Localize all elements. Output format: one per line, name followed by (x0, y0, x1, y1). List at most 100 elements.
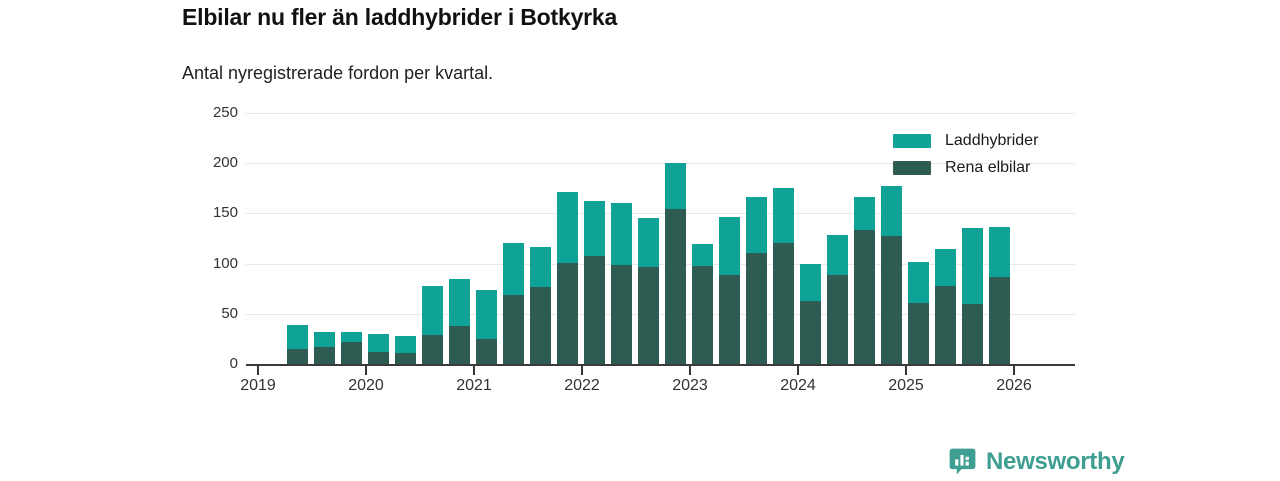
chart-bar[interactable] (854, 197, 875, 364)
chart-bar[interactable] (638, 218, 659, 364)
chart-bar[interactable] (449, 278, 470, 364)
bar-segment-rena-elbilar (719, 274, 740, 364)
legend-item-rena-elbilar[interactable]: Rena elbilar (893, 154, 1038, 181)
chart-bar[interactable] (692, 243, 713, 364)
chart-legend: Laddhybrider Rena elbilar (893, 127, 1038, 181)
x-axis-tick-mark (1013, 366, 1015, 375)
bar-segment-rena-elbilar (557, 262, 578, 364)
chart-bar[interactable] (314, 331, 335, 364)
bar-segment-rena-elbilar (503, 294, 524, 364)
chart-bar[interactable] (719, 217, 740, 364)
chart-bar[interactable] (908, 261, 929, 364)
x-axis-tick-label: 2026 (996, 377, 1032, 394)
bar-segment-rena-elbilar (800, 300, 821, 364)
bar-segment-laddhybrider (854, 197, 875, 231)
chart-bar[interactable] (962, 228, 983, 364)
x-axis-tick-label: 2025 (888, 377, 924, 394)
bar-segment-laddhybrider (665, 163, 686, 210)
bar-segment-rena-elbilar (611, 264, 632, 364)
legend-swatch-rena-elbilar (893, 160, 931, 175)
bar-segment-rena-elbilar (368, 351, 389, 364)
bar-segment-rena-elbilar (908, 302, 929, 364)
chart-subtitle: Antal nyregistrerade fordon per kvartal. (182, 63, 494, 83)
bar-segment-rena-elbilar (584, 255, 605, 364)
chart-bar[interactable] (395, 335, 416, 364)
bar-segment-laddhybrider (341, 331, 362, 342)
bar-segment-rena-elbilar (287, 348, 308, 364)
bar-segment-rena-elbilar (476, 338, 497, 364)
bar-segment-laddhybrider (962, 228, 983, 304)
chart-bar[interactable] (800, 263, 821, 364)
bar-segment-rena-elbilar (746, 252, 767, 364)
x-axis-tick-mark (257, 366, 259, 375)
chart-bar[interactable] (341, 331, 362, 364)
x-axis-tick-mark (689, 366, 691, 375)
chart-bar[interactable] (881, 186, 902, 364)
bar-segment-rena-elbilar (881, 235, 902, 364)
legend-item-laddhybrider[interactable]: Laddhybrider (893, 127, 1038, 154)
gridline (246, 163, 1075, 165)
brand-name: Newsworthy (986, 447, 1125, 475)
chart-bar[interactable] (503, 242, 524, 364)
legend-label-laddhybrider: Laddhybrider (945, 131, 1039, 149)
bar-segment-rena-elbilar (341, 341, 362, 364)
chart-bar[interactable] (584, 201, 605, 364)
x-axis-line (246, 364, 1075, 366)
x-axis-tick-mark (365, 366, 367, 375)
bar-segment-laddhybrider (395, 335, 416, 353)
gridline (246, 113, 1075, 114)
bar-segment-rena-elbilar (449, 325, 470, 364)
y-axis-tick-label: 100 (212, 254, 238, 272)
chart-bar[interactable] (746, 197, 767, 364)
chart-bar[interactable] (476, 289, 497, 364)
x-axis-tick-label: 2021 (456, 377, 492, 394)
chart-bar[interactable] (287, 324, 308, 364)
x-axis-tick-label: 2022 (564, 377, 600, 394)
gridline (246, 263, 1075, 265)
x-axis-tick-label: 2019 (240, 377, 276, 394)
page-title: Elbilar nu fler än laddhybrider i Botkyr… (182, 4, 618, 30)
bar-segment-rena-elbilar (665, 209, 686, 364)
x-axis-tick-mark (905, 366, 907, 375)
chart-bar[interactable] (665, 163, 686, 364)
bar-segment-rena-elbilar (638, 266, 659, 364)
y-axis-tick-label: 0 (229, 355, 238, 372)
bar-segment-laddhybrider (314, 331, 335, 347)
bar-segment-rena-elbilar (422, 334, 443, 364)
bar-segment-laddhybrider (476, 289, 497, 339)
x-axis-tick-mark (797, 366, 799, 375)
x-axis-tick-mark (581, 366, 583, 375)
chart-bar[interactable] (368, 333, 389, 364)
bar-segment-laddhybrider (719, 217, 740, 275)
legend-label-rena-elbilar: Rena elbilar (945, 158, 1031, 176)
chart-bar[interactable] (935, 248, 956, 364)
bar-segment-laddhybrider (746, 197, 767, 253)
y-axis-tick-label: 50 (221, 304, 238, 322)
x-axis-tick-label: 2023 (672, 377, 708, 394)
bar-segment-laddhybrider (881, 186, 902, 236)
bar-segment-laddhybrider (503, 242, 524, 295)
chart-bar[interactable] (557, 192, 578, 364)
bar-segment-laddhybrider (908, 261, 929, 303)
bar-segment-rena-elbilar (854, 230, 875, 364)
x-axis-tick-label: 2020 (348, 377, 384, 394)
bar-segment-laddhybrider (935, 248, 956, 286)
chart-bar[interactable] (611, 203, 632, 364)
chart-bar[interactable] (422, 285, 443, 364)
y-axis-tick-label: 200 (212, 154, 238, 172)
bar-segment-rena-elbilar (773, 242, 794, 364)
chart-bar[interactable] (989, 227, 1010, 364)
bar-segment-rena-elbilar (935, 285, 956, 364)
bar-segment-rena-elbilar (692, 265, 713, 364)
bar-segment-laddhybrider (584, 201, 605, 256)
bar-segment-laddhybrider (530, 246, 551, 287)
chart-bar[interactable] (530, 246, 551, 364)
legend-swatch-laddhybrider (893, 133, 931, 148)
bar-segment-laddhybrider (800, 263, 821, 301)
newsworthy-logo[interactable]: Newsworthy (948, 447, 1125, 476)
chart-bar[interactable] (827, 234, 848, 364)
y-axis-tick-label: 150 (212, 204, 238, 222)
chart-bar[interactable] (773, 188, 794, 364)
y-axis-tick-label: 250 (212, 104, 238, 121)
